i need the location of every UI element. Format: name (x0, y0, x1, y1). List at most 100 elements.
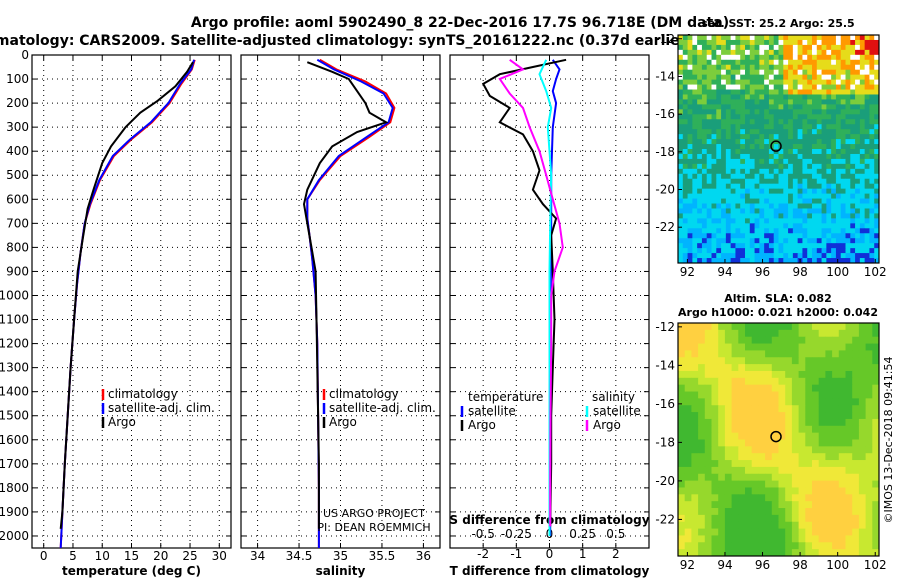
map-cell (745, 79, 751, 85)
map-cell (845, 49, 851, 56)
map-cell (773, 39, 779, 46)
map-cell (864, 153, 870, 160)
map-cell (721, 218, 727, 224)
map-cell (773, 109, 779, 115)
map-cell (771, 487, 779, 495)
map-cell (721, 119, 727, 125)
map-cell (855, 208, 861, 214)
map-cell (751, 542, 759, 550)
map-cell (724, 466, 732, 475)
map-cell (845, 439, 853, 447)
x-tick-label-salinity: -0.5 (471, 527, 494, 541)
map-cell (831, 94, 837, 100)
map-cell (816, 104, 822, 110)
map-cell (816, 99, 822, 105)
series-line-s-argo (498, 58, 564, 527)
map-cell (812, 329, 820, 338)
map-cell (697, 134, 703, 140)
map-cell (684, 514, 692, 523)
map-cell (740, 178, 746, 185)
map-cell (798, 514, 806, 523)
map-cell (835, 163, 842, 170)
map-cell (704, 364, 712, 372)
map-cell (821, 168, 827, 175)
map-cell (872, 514, 880, 523)
map-cell (805, 487, 813, 495)
map-cell (682, 119, 688, 125)
map-cell (874, 183, 880, 190)
map-cell (768, 193, 775, 199)
map-cell (725, 49, 732, 56)
map-cell (807, 233, 813, 239)
map-cell (697, 74, 703, 81)
map-cell (807, 139, 813, 145)
map-cell (749, 218, 755, 224)
map-cell (874, 193, 880, 199)
map-cell (831, 129, 837, 135)
map-cell (711, 119, 717, 125)
map-cell (778, 213, 784, 219)
map-cell (754, 253, 760, 259)
map-cell (821, 203, 827, 209)
map-cell (725, 74, 732, 81)
map-cell (816, 69, 822, 76)
map-cell (724, 425, 732, 434)
map-cell (764, 124, 770, 130)
map-cell (697, 124, 703, 130)
map-cell (785, 364, 793, 372)
map-cell (706, 104, 712, 110)
map-cell (687, 139, 693, 145)
map-cell (825, 514, 833, 523)
map-cell (869, 119, 875, 125)
map-cell (749, 89, 755, 95)
map-cell (740, 248, 746, 254)
map-cell (858, 323, 866, 331)
map-cell (812, 398, 820, 406)
map-cell (704, 391, 712, 399)
map-cell (797, 109, 803, 115)
map-x-tick-label: 94 (717, 558, 732, 572)
map-cell (821, 104, 827, 110)
map-cell (745, 336, 753, 344)
map-cell (872, 391, 880, 399)
map-cell (745, 350, 753, 358)
map-cell (706, 139, 712, 145)
map-cell (850, 178, 856, 185)
map-cell (718, 528, 726, 536)
map-cell (812, 49, 818, 56)
map-cell (706, 193, 712, 199)
map-cell (850, 129, 856, 135)
map-cell (792, 134, 799, 140)
map-cell (852, 508, 860, 516)
map-cell (718, 460, 726, 468)
map-cell (735, 109, 741, 115)
map-cell (785, 398, 793, 406)
map-cell (691, 377, 699, 386)
map-cell (711, 64, 717, 71)
map-cell (778, 139, 784, 145)
map-cell (711, 480, 719, 488)
map-cell (835, 59, 842, 66)
map-cell (845, 44, 851, 51)
map-cell (751, 508, 759, 516)
map-cell (802, 64, 808, 71)
map-cell (701, 99, 708, 105)
map-cell (687, 188, 693, 195)
map-cell (745, 188, 751, 195)
map-cell (711, 439, 719, 447)
map-cell (711, 446, 719, 454)
map-cell (697, 114, 703, 120)
map-cell (816, 59, 822, 66)
map-cell (812, 129, 818, 135)
map-cell (788, 35, 794, 41)
map-cell (850, 94, 856, 100)
map-cell (812, 139, 818, 145)
map-cell (768, 153, 775, 160)
map-cell (749, 104, 755, 110)
map-cell (678, 377, 686, 386)
map-x-tick-label: 98 (792, 558, 807, 572)
map-cell (792, 119, 799, 125)
map-cell (678, 54, 684, 61)
map-cell (792, 74, 799, 81)
map-cell (852, 453, 860, 461)
